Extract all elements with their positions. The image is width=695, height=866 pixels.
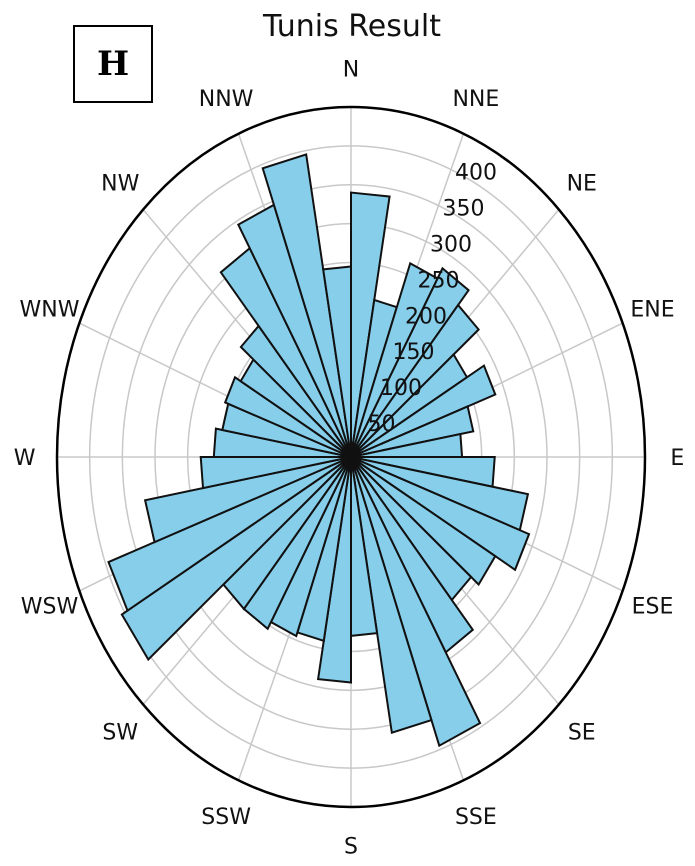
direction-label: N — [343, 58, 359, 83]
direction-label: SE — [568, 721, 596, 746]
direction-label: NE — [567, 171, 597, 196]
direction-label: ENE — [630, 297, 674, 322]
direction-label: SSW — [201, 805, 251, 830]
direction-label: WSW — [21, 595, 79, 620]
radial-tick-label: 200 — [405, 304, 447, 329]
direction-label: S — [344, 835, 358, 860]
bars — [107, 153, 531, 748]
panel-label: H — [73, 25, 153, 103]
radial-tick-label: 100 — [380, 376, 422, 401]
radial-tick-label: 300 — [430, 232, 472, 257]
direction-label: SW — [102, 721, 138, 746]
outer-frame — [55, 105, 647, 809]
chart-title: Tunis Result — [262, 9, 441, 44]
radial-tick-labels: 50 100 150 200 250 300 350 400 — [368, 161, 498, 438]
direction-labels: N NNE NE ENE E ESE SE SSE S SSW SW WSW W WNW NW NNW — [14, 58, 685, 860]
radial-tick-label: 400 — [455, 161, 497, 186]
radial-tick-label: 50 — [368, 412, 396, 437]
direction-label: ESE — [632, 595, 674, 620]
wind-bar — [322, 265, 352, 458]
direction-label: W — [14, 446, 36, 471]
radial-tick-label: 150 — [393, 340, 435, 365]
direction-label: WNW — [20, 297, 80, 322]
radial-tick-label: 350 — [443, 196, 485, 221]
direction-label: E — [670, 446, 684, 471]
radial-tick-label: 250 — [418, 268, 460, 293]
direction-label: NNE — [452, 87, 499, 112]
direction-label: NW — [101, 171, 139, 196]
direction-label: NNW — [199, 87, 254, 112]
direction-label: SSE — [455, 805, 497, 830]
